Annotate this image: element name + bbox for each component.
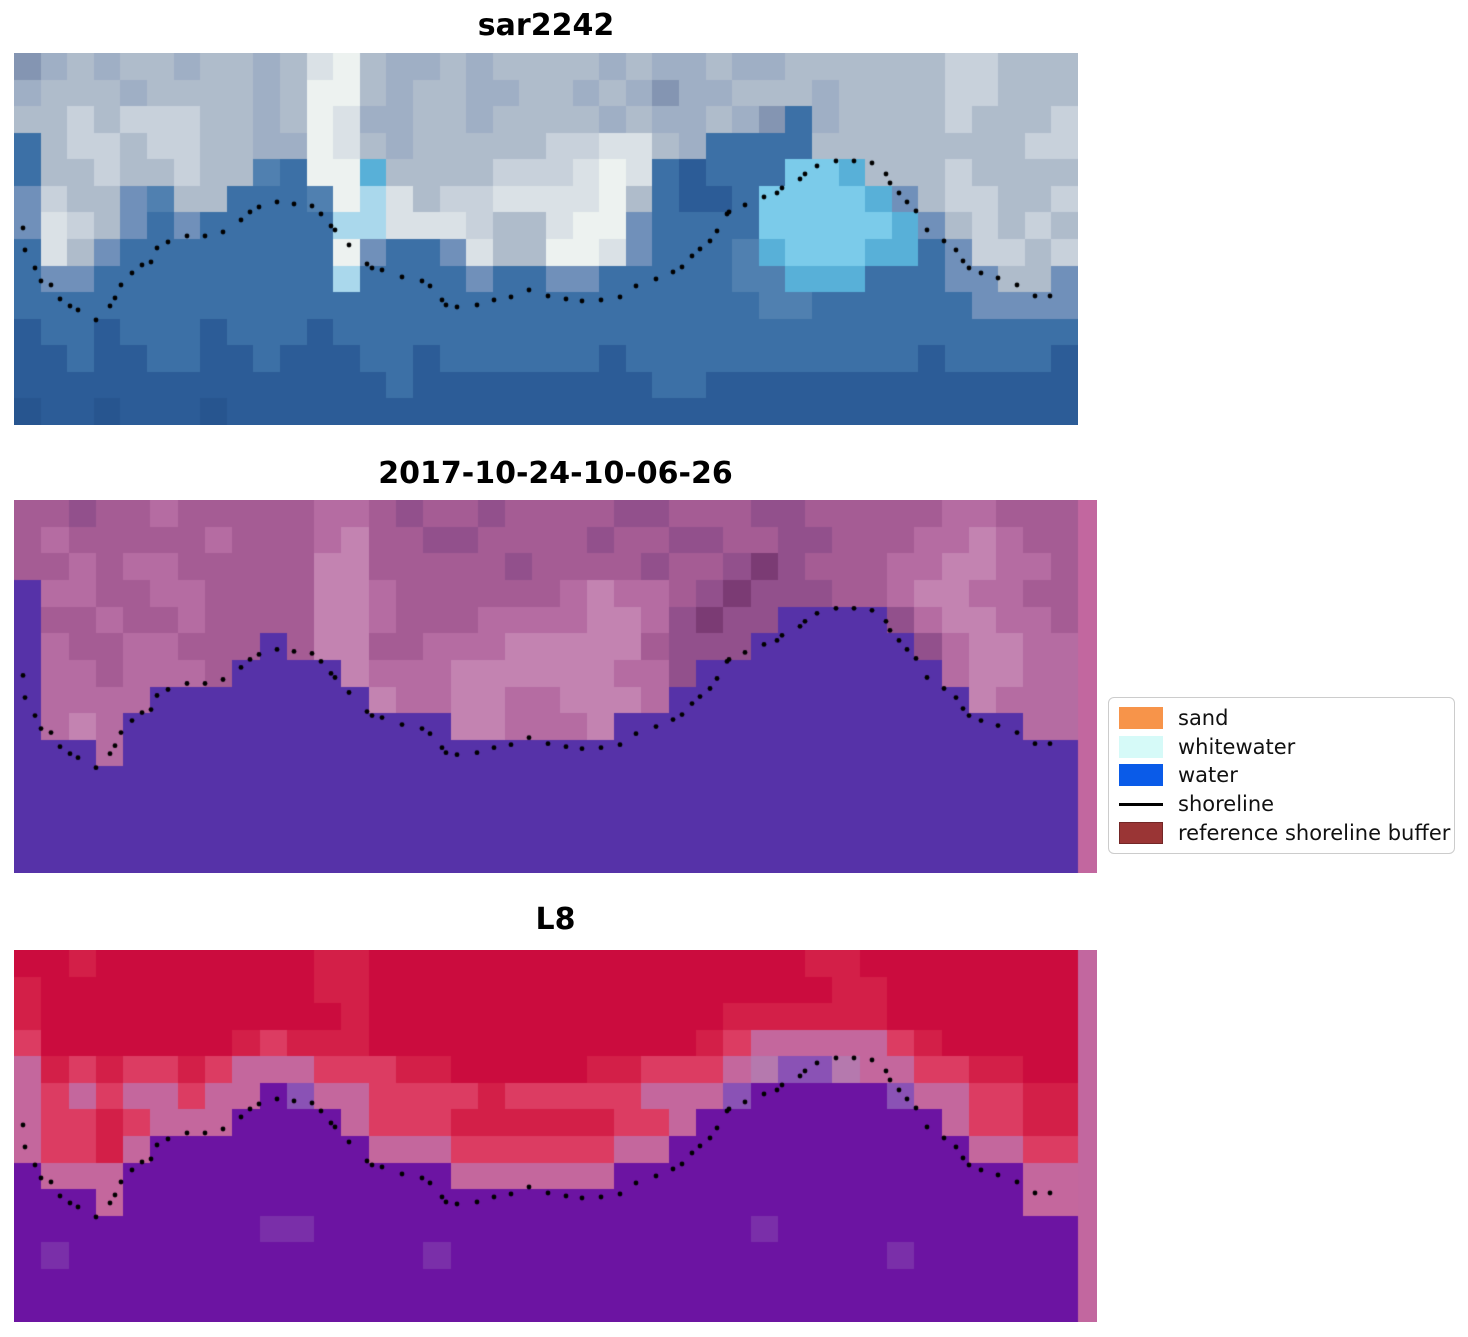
classified-image	[14, 500, 1097, 873]
legend-item-sand: sand	[1119, 704, 1444, 732]
legend-label: sand	[1178, 706, 1229, 731]
legend-label: reference shoreline buffer	[1178, 820, 1451, 845]
whitewater-swatch-icon	[1119, 735, 1163, 758]
legend-label: shoreline	[1178, 792, 1275, 817]
legend-item-whitewater: whitewater	[1119, 733, 1444, 761]
shoreline-line-icon	[1119, 802, 1163, 806]
legend-label: whitewater	[1178, 734, 1296, 759]
legend-label: water	[1178, 763, 1238, 788]
panel-title-l8: L8	[535, 902, 576, 937]
water-swatch-icon	[1119, 764, 1163, 787]
legend: sand whitewater water shoreline referenc…	[1108, 697, 1455, 854]
sar2242-satellite-image	[14, 53, 1078, 425]
legend-item-reference-shoreline-buffer: reference shoreline buffer	[1119, 819, 1450, 847]
reference-shoreline-buffer-swatch-icon	[1119, 821, 1163, 844]
l8-image	[14, 950, 1097, 1322]
panel-title-date: 2017-10-24-10-06-26	[378, 456, 733, 491]
legend-item-water: water	[1119, 761, 1444, 789]
sand-swatch-icon	[1119, 707, 1163, 730]
legend-item-shoreline: shoreline	[1119, 790, 1444, 818]
panel-title-sar2242: sar2242	[477, 8, 615, 43]
